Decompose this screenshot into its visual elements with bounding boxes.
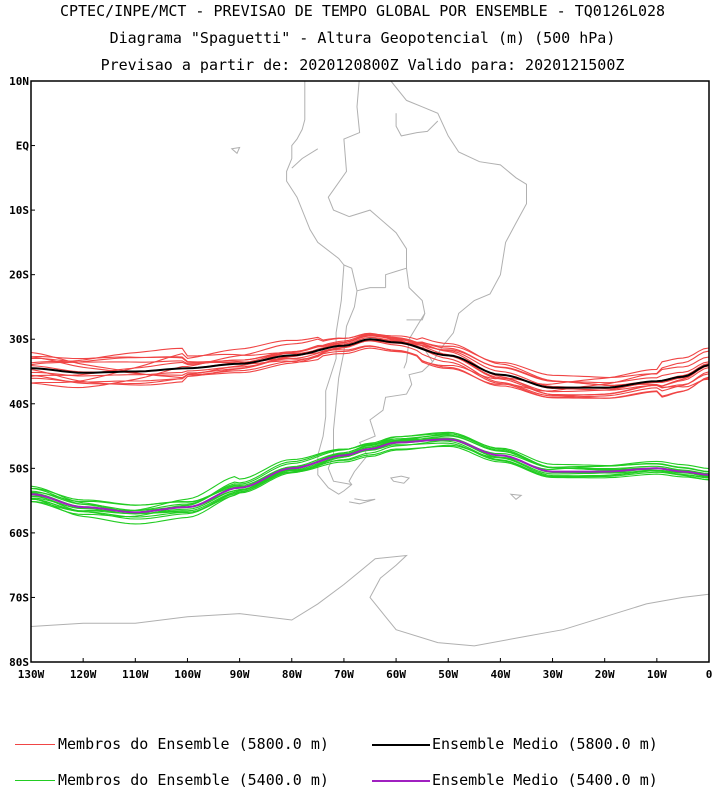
legend-line-members-5800 (15, 744, 55, 745)
coast-tierra-del-fuego (349, 498, 376, 505)
lon-tick-label: 120W (70, 668, 97, 681)
member-line-5400 (31, 438, 709, 520)
coast-antarctica (31, 554, 709, 647)
lat-tick-label: 80S (9, 656, 29, 669)
lon-tick-label: 70W (334, 668, 354, 681)
member-line-5800 (31, 347, 709, 385)
legend-label-members-5400: Membros do Ensemble (5400.0 m) (58, 771, 329, 789)
legend-line-mean-5400 (372, 780, 430, 782)
lon-tick-label: 30W (543, 668, 563, 681)
member-line-5800 (31, 332, 709, 393)
lat-tick-label: 50S (9, 462, 29, 475)
member-line-5800 (31, 345, 709, 398)
lon-tick-label: 60W (386, 668, 406, 681)
lat-tick-label: 30S (9, 333, 29, 346)
coastline-layer (31, 81, 709, 647)
lat-tick-label: 70S (9, 591, 29, 604)
country-border (406, 313, 426, 321)
title-line-2: Diagrama "Spaguetti" - Altura Geopotenci… (109, 29, 616, 47)
legend-label-mean-5400: Ensemble Medio (5400.0 m) (432, 771, 658, 789)
lon-tick-label: 40W (490, 668, 510, 681)
member-line-5800 (31, 334, 709, 384)
mean-line-5800 (31, 338, 709, 389)
lat-tick-label: 10N (9, 75, 29, 88)
legend-line-members-5400 (15, 780, 55, 781)
legend-line-mean-5800 (372, 744, 430, 746)
coast-south-georgia (509, 493, 523, 500)
country-border (403, 339, 410, 369)
contour-lines (31, 332, 709, 525)
coast-falklands (389, 475, 411, 484)
lat-tick-label: 10S (9, 204, 29, 217)
member-line-5400 (31, 431, 709, 514)
x-axis: 130W 120W 110W 100W 90W 80W 70W 60W 50W 40W 30W 20W… (18, 658, 713, 681)
lon-tick-label: 80W (282, 668, 302, 681)
lon-tick-label: 130W (18, 668, 45, 681)
country-border (356, 287, 386, 292)
coast-galapagos (230, 146, 241, 155)
lat-tick-label: 40S (9, 398, 29, 411)
y-axis: 10N EQ 10S 20S 30S 40S 50S 60S 70S 80S (9, 75, 35, 669)
mean-line-5400 (31, 438, 709, 514)
legend-label-members-5800: Membros do Ensemble (5800.0 m) (58, 735, 329, 753)
legend-label-mean-5800: Ensemble Medio (5800.0 m) (432, 735, 658, 753)
country-border (395, 113, 439, 137)
lon-tick-label: 0 (706, 668, 713, 681)
title-line-1: CPTEC/INPE/MCT - PREVISAO DE TEMPO GLOBA… (59, 2, 666, 20)
lon-tick-label: 110W (122, 668, 149, 681)
lon-tick-label: 100W (174, 668, 201, 681)
lon-tick-label: 90W (230, 668, 250, 681)
country-border (327, 81, 361, 218)
lon-tick-label: 10W (647, 668, 667, 681)
lon-tick-label: 20W (595, 668, 615, 681)
member-line-5400 (31, 439, 709, 511)
member-line-5800 (31, 333, 709, 386)
country-border (385, 267, 407, 288)
lat-tick-label: EQ (16, 140, 30, 153)
plot-frame (30, 80, 710, 663)
title-line-3: Previsao a partir de: 2020120800Z Valido… (100, 56, 625, 74)
country-border (291, 148, 319, 169)
lat-tick-label: 60S (9, 527, 29, 540)
member-line-5400 (31, 445, 709, 506)
coast-south-america (286, 81, 527, 495)
lat-tick-label: 20S (9, 269, 29, 282)
lon-tick-label: 50W (438, 668, 458, 681)
